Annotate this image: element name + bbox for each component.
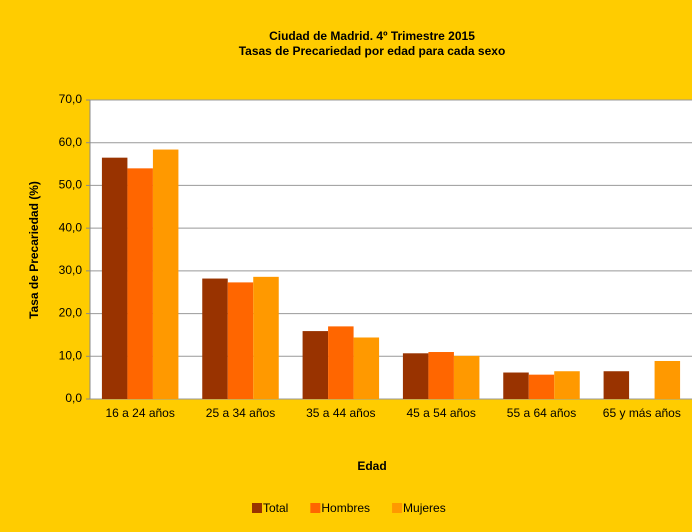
- bar: [302, 331, 329, 399]
- y-tick-label: 10,0: [59, 348, 83, 362]
- legend-swatch: [310, 503, 321, 513]
- legend-label: Hombres: [321, 501, 370, 515]
- plot-area: [90, 100, 692, 399]
- x-tick-label: 55 a 64 años: [507, 406, 576, 420]
- x-tick-label: 35 a 44 años: [306, 406, 375, 420]
- y-tick-label: 30,0: [59, 263, 83, 277]
- bar: [528, 374, 555, 399]
- x-tick-label: 65 y más años: [603, 406, 681, 420]
- bar: [654, 360, 681, 399]
- chart-subtitle: Tasas de Precariedad por edad para cada …: [239, 44, 506, 58]
- bar: [127, 168, 153, 399]
- bar: [503, 372, 529, 399]
- x-tick-label: 16 a 24 años: [105, 406, 174, 420]
- bar: [253, 276, 279, 399]
- legend-label: Mujeres: [403, 501, 446, 515]
- bar: [101, 157, 128, 399]
- x-axis-label: Edad: [357, 459, 386, 473]
- y-tick-label: 50,0: [59, 178, 83, 192]
- bar: [453, 355, 480, 399]
- bar: [353, 337, 380, 399]
- y-tick-label: 40,0: [59, 220, 83, 234]
- bar: [603, 371, 630, 399]
- y-axis-label: Tasa de Precariedad (%): [27, 181, 41, 319]
- legend-swatch: [252, 503, 262, 513]
- y-tick-label: 60,0: [59, 135, 83, 149]
- y-tick-label: 20,0: [59, 306, 83, 320]
- bar: [227, 282, 254, 399]
- chart-title: Ciudad de Madrid. 4º Trimestre 2015: [269, 29, 475, 43]
- y-tick-label: 0,0: [65, 391, 82, 405]
- legend-swatch: [392, 503, 403, 513]
- bar: [328, 326, 354, 399]
- bar: [402, 353, 429, 399]
- bar: [202, 278, 228, 399]
- bar: [428, 352, 454, 399]
- y-tick-label: 70,0: [59, 92, 83, 106]
- legend-label: Total: [263, 501, 288, 515]
- x-tick-label: 45 a 54 años: [406, 406, 475, 420]
- bar: [152, 149, 179, 399]
- x-tick-label: 25 a 34 años: [206, 406, 275, 420]
- bar: [554, 371, 580, 399]
